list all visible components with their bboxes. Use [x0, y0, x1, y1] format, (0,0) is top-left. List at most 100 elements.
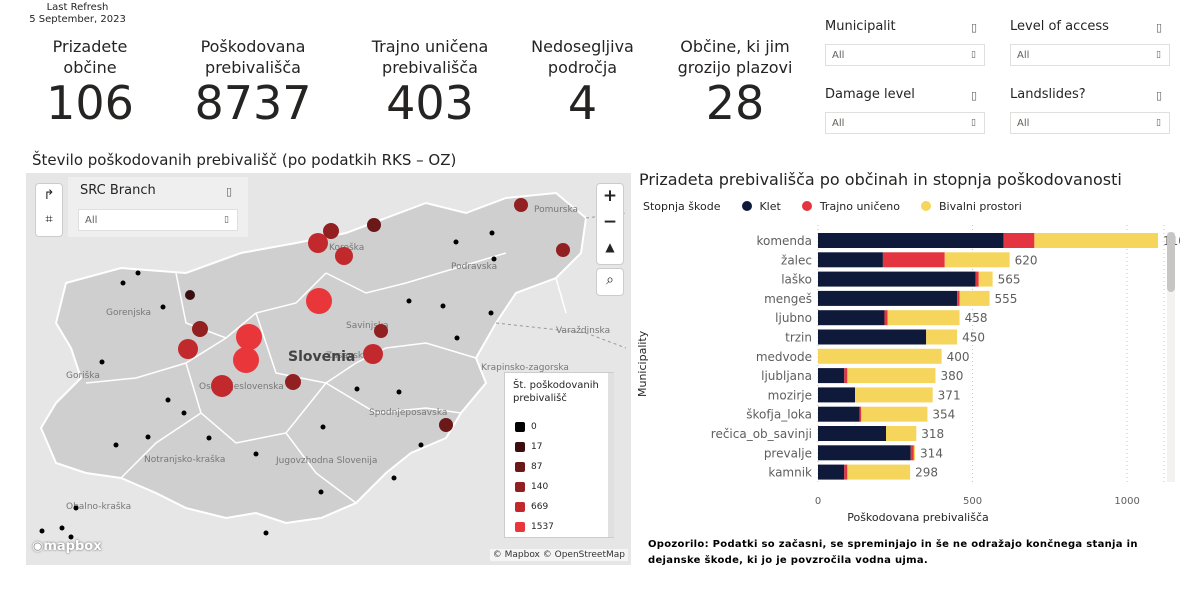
- bar-segment[interactable]: [1003, 233, 1035, 248]
- map-point[interactable]: [165, 397, 171, 403]
- map-point[interactable]: [285, 374, 301, 390]
- bar-segment[interactable]: [910, 445, 914, 461]
- bar-segment[interactable]: [926, 329, 958, 345]
- bar-segment[interactable]: [887, 310, 960, 326]
- bar-segment[interactable]: [818, 329, 927, 345]
- bar-segment[interactable]: [818, 387, 856, 403]
- zoom-out-button[interactable]: −: [602, 212, 618, 232]
- map-point[interactable]: [99, 359, 105, 365]
- bar-segment[interactable]: [818, 368, 845, 384]
- map-point[interactable]: [73, 505, 79, 511]
- bar-segment[interactable]: [818, 233, 1004, 248]
- bar-segment[interactable]: [818, 348, 942, 364]
- map-point[interactable]: [363, 344, 383, 364]
- bar-segment[interactable]: [847, 368, 936, 384]
- map-point[interactable]: [192, 321, 208, 337]
- bar-chart[interactable]: komenda1100žalec620laško565mengeš555ljub…: [640, 225, 1180, 525]
- chart-legend-item[interactable]: Bivalni prostori: [938, 200, 1022, 213]
- chart-legend-item[interactable]: Klet: [759, 200, 781, 213]
- slicer-dropdown[interactable]: All ▯: [78, 209, 238, 231]
- mapbox-logo[interactable]: ◉mapbox: [32, 539, 102, 554]
- map-point[interactable]: [488, 310, 494, 316]
- map-point[interactable]: [489, 230, 495, 236]
- slicer-src-branch[interactable]: SRC Branch ▯ All ▯: [68, 177, 248, 237]
- slicer-municipality[interactable]: Municipalit ▯ All ▯: [825, 19, 985, 69]
- map-point[interactable]: [320, 424, 326, 430]
- compass-button[interactable]: ▲: [605, 240, 615, 254]
- map-point[interactable]: [308, 233, 328, 253]
- frame-icon[interactable]: ⌗: [45, 212, 53, 227]
- bar-segment[interactable]: [818, 271, 976, 287]
- map-point[interactable]: [263, 530, 269, 536]
- map-point[interactable]: [318, 489, 324, 495]
- map-point[interactable]: [323, 223, 339, 239]
- bar-segment[interactable]: [847, 464, 911, 480]
- bar-segment[interactable]: [818, 464, 845, 480]
- zoom-in-button[interactable]: +: [602, 186, 618, 206]
- slicer-landslides[interactable]: Landslides? ▯ All ▯: [1010, 87, 1170, 137]
- slicer-level-of-access[interactable]: Level of access ▯ All ▯: [1010, 19, 1170, 69]
- bar-segment[interactable]: [818, 290, 958, 306]
- bar-segment[interactable]: [913, 445, 916, 461]
- map-point[interactable]: [514, 198, 528, 212]
- slicer-dropdown[interactable]: All ▯: [825, 44, 985, 66]
- bar-segment[interactable]: [859, 406, 862, 422]
- bar-segment[interactable]: [818, 252, 883, 268]
- map-point[interactable]: [418, 442, 424, 448]
- bar-segment[interactable]: [882, 252, 945, 268]
- search-icon[interactable]: ⌕: [606, 272, 614, 288]
- map-point[interactable]: [396, 389, 402, 395]
- map-canvas[interactable]: Pomurska Koroška Podravska Gorenjska Sav…: [26, 173, 631, 565]
- bar-segment[interactable]: [861, 406, 928, 422]
- chart-scrollbar-thumb[interactable]: [1167, 232, 1175, 292]
- map-point[interactable]: [454, 335, 460, 341]
- map-point[interactable]: [185, 290, 195, 300]
- bar-segment[interactable]: [818, 406, 860, 422]
- map-point[interactable]: [206, 435, 212, 441]
- map-point[interactable]: [406, 298, 412, 304]
- map-point[interactable]: [211, 375, 233, 397]
- bar-segment[interactable]: [844, 464, 848, 480]
- map-point[interactable]: [59, 525, 65, 531]
- bar-segment[interactable]: [844, 368, 848, 384]
- map-point[interactable]: [113, 442, 119, 448]
- map-point[interactable]: [367, 218, 381, 232]
- map-point[interactable]: [253, 451, 259, 457]
- bar-segment[interactable]: [978, 271, 993, 287]
- map-point[interactable]: [181, 410, 187, 416]
- map-visual[interactable]: Pomurska Koroška Podravska Gorenjska Sav…: [26, 173, 631, 565]
- slicer-clear-icon[interactable]: ▯: [225, 185, 232, 198]
- bar-segment[interactable]: [959, 290, 990, 306]
- map-point[interactable]: [439, 418, 453, 432]
- bar-segment[interactable]: [818, 310, 885, 326]
- bar-segment[interactable]: [818, 426, 886, 441]
- map-point[interactable]: [178, 339, 198, 359]
- bar-segment[interactable]: [944, 252, 1010, 268]
- map-point[interactable]: [453, 239, 459, 245]
- map-point[interactable]: [160, 304, 166, 310]
- chart-legend-item[interactable]: Trajno uničeno: [819, 200, 900, 213]
- slicer-damage-level[interactable]: Damage level ▯ All ▯: [825, 87, 985, 137]
- map-point[interactable]: [145, 434, 151, 440]
- slicer-dropdown[interactable]: All ▯: [1010, 112, 1170, 134]
- map-point[interactable]: [236, 324, 262, 350]
- slicer-clear-icon[interactable]: ▯: [970, 89, 977, 102]
- slicer-clear-icon[interactable]: ▯: [970, 21, 977, 34]
- map-point[interactable]: [374, 324, 388, 338]
- map-point[interactable]: [556, 243, 570, 257]
- legend-scrollbar[interactable]: [608, 373, 614, 537]
- map-point[interactable]: [354, 386, 360, 392]
- map-point[interactable]: [440, 303, 446, 309]
- map-point[interactable]: [39, 528, 45, 534]
- map-point[interactable]: [120, 280, 126, 286]
- map-point[interactable]: [391, 475, 397, 481]
- slicer-clear-icon[interactable]: ▯: [1155, 21, 1162, 34]
- map-point[interactable]: [335, 247, 353, 265]
- bar-segment[interactable]: [957, 290, 960, 306]
- bar-segment[interactable]: [884, 310, 888, 326]
- bar-segment[interactable]: [975, 271, 979, 287]
- slicer-dropdown[interactable]: All ▯: [1010, 44, 1170, 66]
- slicer-clear-icon[interactable]: ▯: [1155, 89, 1162, 102]
- bar-segment[interactable]: [818, 445, 911, 461]
- map-point[interactable]: [135, 270, 141, 276]
